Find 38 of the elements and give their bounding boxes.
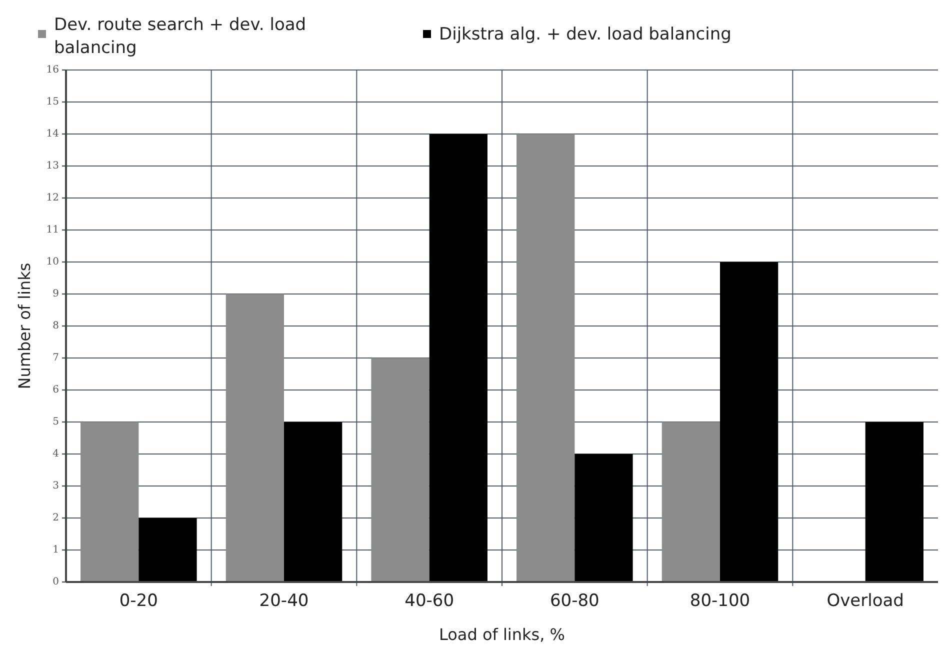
y-tick-label: 12 [46,192,59,204]
legend-label: Dijkstra alg. + dev. load balancing [439,24,732,45]
x-tick-label: 20-40 [259,591,309,611]
bar [226,294,284,582]
bar [720,262,778,582]
bar [429,134,488,582]
y-tick-label: 6 [52,384,59,396]
x-axis-title: Load of links, % [439,625,565,644]
y-tick-label: 16 [46,64,59,76]
x-tick-label: 60-80 [550,591,600,611]
y-tick-label: 4 [52,448,59,460]
y-tick-label: 7 [52,352,59,364]
bar [662,422,720,582]
bar [516,134,575,582]
y-tick-label: 0 [52,576,59,588]
bar [138,518,197,582]
y-tick-label: 14 [46,128,59,140]
bar [284,422,342,582]
y-tick-label: 11 [46,224,59,236]
y-tick-label: 10 [46,256,59,268]
legend-label: Dev. route search + dev. load balancing [54,14,306,58]
y-axis-title: Number of links [15,262,34,390]
y-tick-label: 13 [46,160,59,172]
y-tick-label: 5 [52,416,59,428]
y-tick-label: 9 [52,288,59,300]
y-tick-label: 15 [46,96,59,108]
y-tick-label: 2 [52,512,59,524]
bar [865,422,924,582]
y-tick-label: 3 [52,480,59,492]
y-tick-label: 8 [52,320,59,332]
bar [574,454,633,582]
x-tick-label: Overload [826,591,904,611]
x-tick-label: 80-100 [690,591,750,611]
x-tick-label: 40-60 [404,591,454,611]
bar [371,358,430,582]
x-tick-label: 0-20 [119,591,158,611]
bar [80,422,139,582]
y-tick-label: 1 [52,544,59,556]
